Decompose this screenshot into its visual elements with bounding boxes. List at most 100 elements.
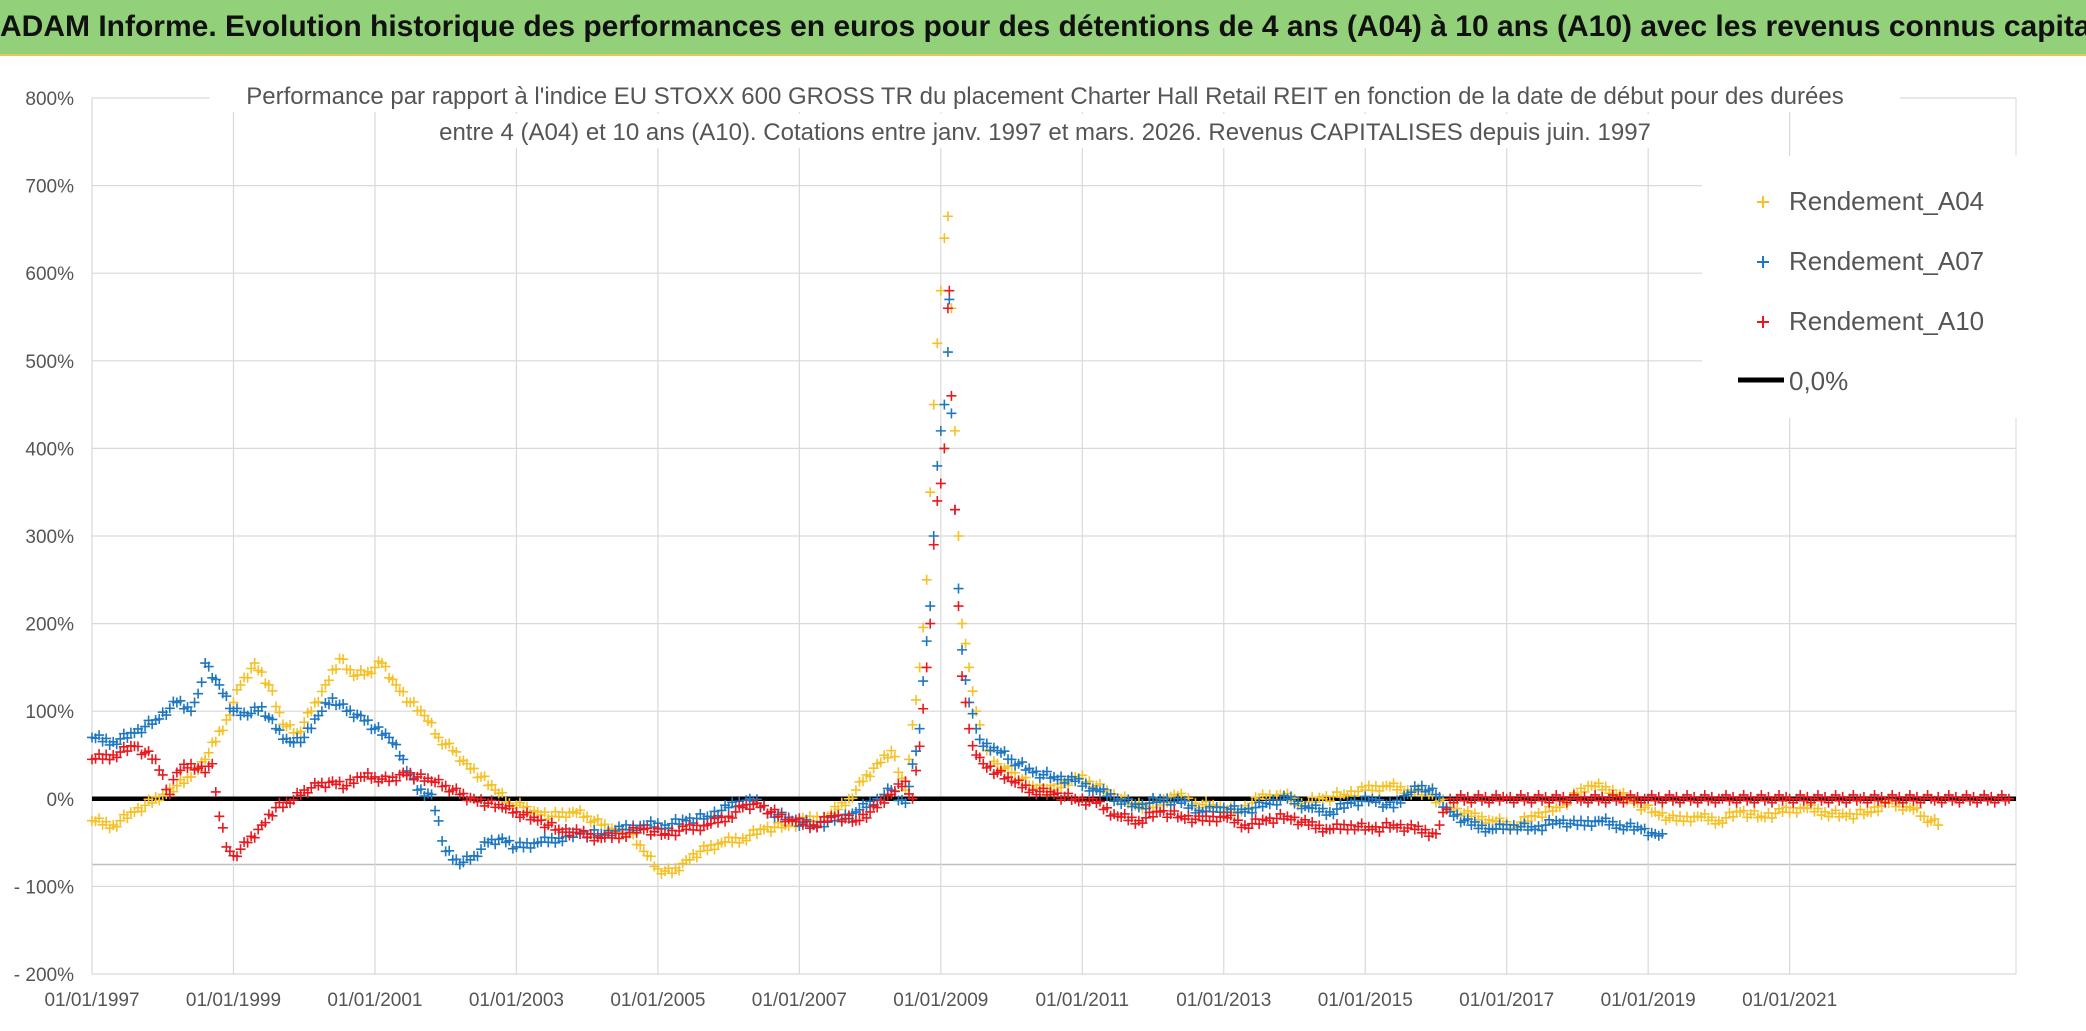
- data-point: [458, 857, 469, 868]
- data-point: [939, 233, 950, 244]
- data-point: [1519, 818, 1530, 829]
- data-point: [964, 723, 975, 734]
- data-point: [468, 763, 479, 774]
- y-tick-label: 600%: [25, 264, 74, 285]
- data-point: [1360, 791, 1371, 802]
- data-point: [1434, 820, 1445, 831]
- data-point: [957, 671, 968, 682]
- data-point: [911, 765, 922, 776]
- data-point: [921, 636, 932, 647]
- data-point: [1699, 808, 1710, 819]
- data-point: [391, 679, 402, 690]
- data-point: [391, 775, 402, 786]
- data-point: [1314, 820, 1325, 831]
- data-point: [345, 705, 356, 716]
- data-point: [1374, 794, 1385, 805]
- legend-marker-rendement-a10: [1757, 316, 1769, 328]
- data-point: [154, 795, 165, 806]
- data-point: [419, 710, 430, 721]
- data-point: [263, 679, 274, 690]
- data-point: [1717, 818, 1728, 829]
- data-point: [911, 694, 922, 705]
- data-point: [186, 758, 197, 769]
- data-point: [932, 338, 943, 349]
- data-point: [150, 754, 161, 765]
- y-tick-label: 700%: [25, 177, 74, 198]
- data-point: [744, 830, 755, 841]
- data-point: [1756, 789, 1767, 800]
- data-point: [1183, 810, 1194, 821]
- data-point: [850, 785, 861, 796]
- data-point: [1395, 797, 1406, 808]
- data-point: [1855, 804, 1866, 815]
- data-point: [1812, 789, 1823, 800]
- data-point: [1427, 783, 1438, 794]
- data-point: [164, 703, 175, 714]
- data-point: [879, 797, 890, 808]
- data-point: [939, 399, 950, 410]
- data-point: [1006, 754, 1017, 765]
- data-point: [935, 425, 946, 436]
- data-point: [946, 408, 957, 419]
- data-point: [260, 817, 271, 828]
- data-point: [1795, 789, 1806, 800]
- data-point: [504, 835, 515, 846]
- data-point: [270, 701, 281, 712]
- data-point: [1469, 816, 1480, 827]
- data-point: [193, 688, 204, 699]
- data-point: [1614, 791, 1625, 802]
- data-point: [316, 706, 327, 717]
- data-point: [1473, 789, 1484, 800]
- data-point: [1682, 789, 1693, 800]
- data-point: [861, 812, 872, 823]
- data-point: [758, 800, 769, 811]
- data-point: [684, 854, 695, 865]
- data-point: [186, 706, 197, 717]
- data-point: [486, 779, 497, 790]
- y-tick-label: 800%: [25, 89, 74, 110]
- data-point: [94, 813, 105, 824]
- data-series: [87, 211, 2016, 879]
- data-point: [1763, 791, 1774, 802]
- data-point: [932, 495, 943, 506]
- legend: Rendement_A04 Rendement_A07 Rendement_A10 0…: [1702, 156, 2020, 418]
- data-point: [1052, 788, 1063, 799]
- data-point: [1943, 789, 1954, 800]
- data-point: [546, 817, 557, 828]
- data-point: [196, 677, 207, 688]
- data-point: [486, 795, 497, 806]
- data-point: [1625, 818, 1636, 829]
- chart-title-bg: [210, 78, 1900, 112]
- data-point: [925, 618, 936, 629]
- data-point: [221, 691, 232, 702]
- data-point: [136, 806, 147, 817]
- data-point: [1112, 793, 1123, 804]
- data-point: [1063, 788, 1074, 799]
- data-point: [769, 804, 780, 815]
- page-title: ADAM Informe. Evolution historique des p…: [0, 10, 2086, 43]
- data-point: [1720, 812, 1731, 823]
- data-point: [1247, 807, 1258, 818]
- data-point: [914, 741, 925, 752]
- y-tick-label: 400%: [25, 439, 74, 460]
- data-point: [1929, 814, 1940, 825]
- data-point: [511, 806, 522, 817]
- data-point: [232, 851, 243, 862]
- data-point: [1887, 789, 1898, 800]
- data-point: [316, 686, 327, 697]
- data-point: [1416, 780, 1427, 791]
- data-point: [1381, 817, 1392, 828]
- data-point: [702, 845, 713, 856]
- data-point: [207, 758, 218, 769]
- legend-label-rendement-a10: Rendement_A10: [1789, 306, 1984, 336]
- data-point: [907, 719, 918, 730]
- chart-title-line2: entre 4 (A04) et 10 ans (A10). Cotations…: [439, 119, 1651, 146]
- data-point: [299, 717, 310, 728]
- data-point: [1911, 791, 1922, 802]
- data-point: [143, 746, 154, 757]
- data-point: [101, 733, 112, 744]
- data-point: [1285, 791, 1296, 802]
- data-point: [1469, 808, 1480, 819]
- y-tick-label: 300%: [25, 527, 74, 548]
- data-point: [691, 852, 702, 863]
